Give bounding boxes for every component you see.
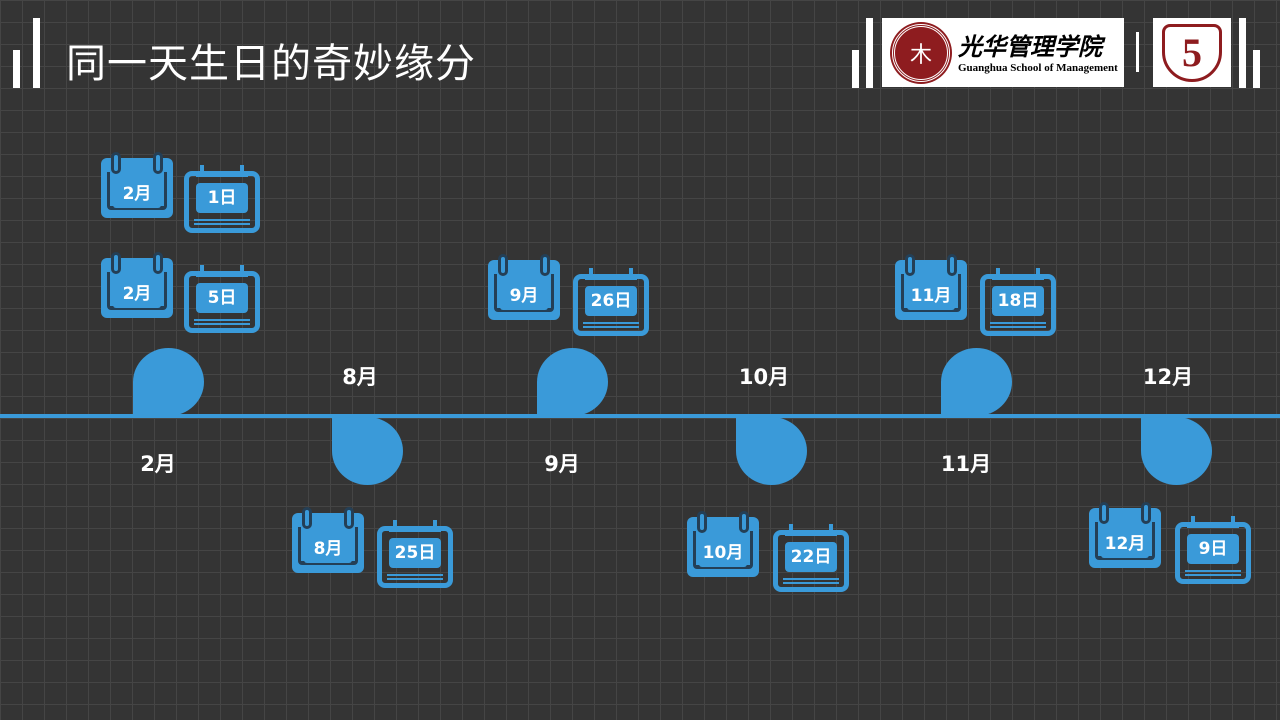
timeline-node: [133, 348, 204, 416]
day-label: 26日: [585, 286, 637, 316]
decor-bar: [1239, 18, 1246, 88]
badge-number: 5: [1162, 23, 1222, 82]
timeline-node: [332, 417, 403, 485]
day-calendar-icon: 1日: [184, 165, 260, 233]
decor-bar: [1136, 32, 1139, 72]
day-label: 5日: [196, 283, 248, 313]
timeline-node: [1141, 417, 1212, 485]
day-calendar-icon: 22日: [773, 524, 849, 592]
day-label: 1日: [196, 183, 248, 213]
node-label: 8月: [342, 365, 378, 389]
month-label: 12月: [1101, 530, 1149, 558]
day-calendar-icon: 5日: [184, 265, 260, 333]
timeline-node: [941, 348, 1012, 416]
day-calendar-icon: 26日: [573, 268, 649, 336]
month-label: 10月: [699, 539, 747, 567]
decor-bar: [13, 50, 20, 88]
day-label: 18日: [992, 286, 1044, 316]
peking-university-seal: 木: [892, 23, 950, 82]
month-label: 2月: [113, 180, 161, 208]
month-calendar-icon: 8月: [292, 507, 364, 573]
month-calendar-icon: 9月: [488, 254, 560, 320]
decor-bar: [852, 50, 859, 88]
page-title: 同一天生日的奇妙缘分: [66, 41, 476, 87]
node-label: 10月: [738, 365, 790, 389]
month-calendar-icon: 11月: [895, 254, 967, 320]
guanghua-logo: 木 光华管理学院 Guanghua School of Management: [882, 18, 1124, 87]
month-label: 2月: [113, 280, 161, 308]
decor-bar: [1253, 50, 1260, 88]
month-label: 9月: [500, 282, 548, 310]
day-label: 22日: [785, 542, 837, 572]
month-label: 11月: [907, 282, 955, 310]
node-label: 11月: [940, 452, 992, 476]
day-calendar-icon: 25日: [377, 520, 453, 588]
node-label: 2月: [140, 452, 176, 476]
timeline-node: [736, 417, 807, 485]
logo-cn: 光华管理学院: [958, 31, 1102, 61]
day-label: 9日: [1187, 534, 1239, 564]
day-calendar-icon: 9日: [1175, 516, 1251, 584]
node-label: 12月: [1142, 365, 1194, 389]
timeline-axis: [0, 414, 1280, 418]
timeline-node: [537, 348, 608, 416]
month-calendar-icon: 12月: [1089, 502, 1161, 568]
month-calendar-icon: 10月: [687, 511, 759, 577]
node-label: 9月: [544, 452, 580, 476]
decor-bar: [33, 18, 40, 88]
decor-bar: [866, 18, 873, 88]
month-calendar-icon: 2月: [101, 152, 173, 218]
month-label: 8月: [304, 535, 352, 563]
day-calendar-icon: 18日: [980, 268, 1056, 336]
month-calendar-icon: 2月: [101, 252, 173, 318]
anniversary-badge: 5: [1153, 18, 1231, 87]
logo-en: Guanghua School of Management: [958, 61, 1118, 74]
day-label: 25日: [389, 538, 441, 568]
